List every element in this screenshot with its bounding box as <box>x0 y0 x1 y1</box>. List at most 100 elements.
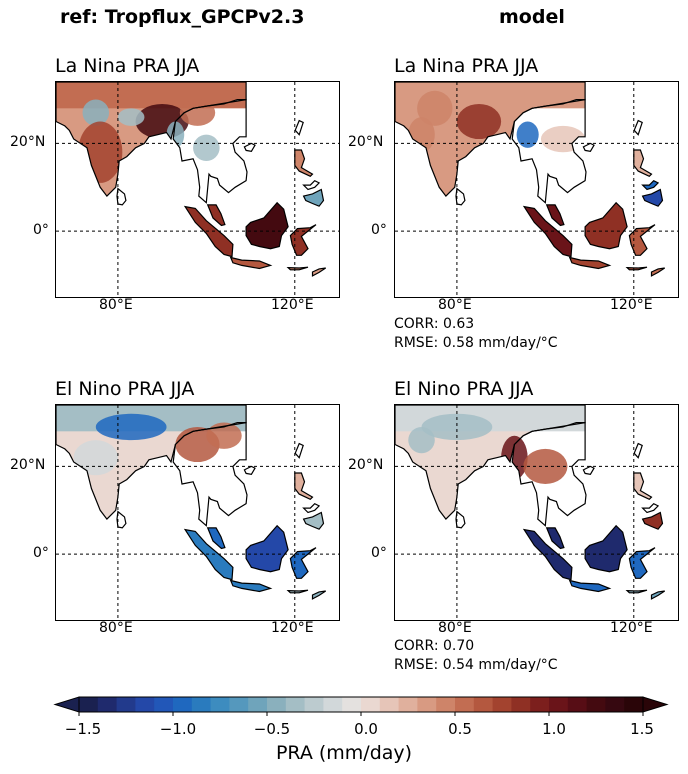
coastline <box>206 204 226 227</box>
coastline <box>183 205 234 258</box>
pra-anomaly-patch <box>585 202 628 249</box>
coastline <box>302 179 321 191</box>
pra-anomaly-patch <box>421 413 493 441</box>
pra-anomaly-patch <box>294 473 313 500</box>
map-field <box>56 405 339 620</box>
lat-tick-0: 0° <box>371 545 387 561</box>
pra-anomaly-patch <box>642 189 663 207</box>
coastline <box>243 465 256 475</box>
corr-la-nina: CORR: 0.63 <box>394 316 475 332</box>
panel-title-model-la-nina: La Nina PRA JJA <box>394 55 539 77</box>
map-field <box>395 82 678 297</box>
colorbar-tick: 0.0 <box>354 720 378 738</box>
colorbar-segment <box>398 697 418 712</box>
model-column-header: model <box>499 6 565 28</box>
pra-anomaly-patch <box>633 150 652 177</box>
map-model-el-nino <box>394 404 679 621</box>
coastline <box>206 527 226 550</box>
pra-anomaly-patch <box>303 189 324 207</box>
colorbar-segment <box>285 697 306 712</box>
colorbar-segment <box>154 697 174 712</box>
coastline <box>286 266 309 271</box>
coastline <box>302 511 325 530</box>
coastline <box>511 98 587 204</box>
coastline <box>116 187 127 206</box>
coastline <box>302 502 321 514</box>
coastline <box>302 188 325 207</box>
colorbar-tick: −0.5 <box>253 720 291 738</box>
pra-anomaly-patch <box>642 512 663 530</box>
coastline <box>294 442 304 459</box>
coastline <box>650 590 666 600</box>
coastline <box>633 472 653 501</box>
coastline <box>568 579 612 593</box>
colorbar-segment <box>624 697 644 712</box>
coastline <box>294 149 314 178</box>
coastline <box>311 267 327 277</box>
coastline <box>455 187 466 206</box>
coastline <box>511 421 587 527</box>
lon-tick-120e: 120°E <box>610 297 653 313</box>
colorbar-segment <box>586 697 606 712</box>
map-ref-la-nina <box>55 81 340 298</box>
coastline <box>584 524 628 573</box>
colorbar-segment <box>79 697 99 712</box>
colorbar-segment <box>116 697 136 712</box>
coastline <box>545 204 565 227</box>
colorbar-segment <box>229 697 249 712</box>
pra-anomaly-patch <box>516 121 539 148</box>
colorbar-segment <box>567 697 588 712</box>
coastline <box>625 266 648 271</box>
lon-tick-120e: 120°E <box>610 620 653 636</box>
coastline <box>395 82 586 198</box>
reference-column-header: ref: Tropflux_GPCPv2.3 <box>60 6 305 28</box>
coastline <box>650 267 666 277</box>
colorbar-segment <box>210 697 230 712</box>
coastline <box>56 82 247 198</box>
pra-anomaly-patch <box>546 204 564 226</box>
colorbar-segment <box>436 697 456 712</box>
colorbar-tick: −1.0 <box>159 720 197 738</box>
lat-tick-20n: 20°N <box>348 457 384 473</box>
pra-anomaly-patch <box>207 527 225 549</box>
colorbar-segment <box>248 697 268 712</box>
rmse-el-nino: RMSE: 0.54 mm/day/°C <box>394 657 558 673</box>
lat-tick-0: 0° <box>33 222 49 238</box>
colorbar-segment <box>379 697 400 712</box>
pra-anomaly-patch <box>585 525 628 572</box>
colorbar-extend-low <box>53 696 80 713</box>
lat-tick-0: 0° <box>33 545 49 561</box>
pra-anomaly-patch <box>95 413 167 441</box>
colorbar-segment <box>492 697 512 712</box>
coastline <box>395 405 586 521</box>
coastline <box>286 589 309 594</box>
coastline <box>229 256 273 270</box>
colorbar-segment <box>455 697 475 712</box>
pra-anomaly-patch <box>408 426 435 454</box>
lat-tick-0: 0° <box>371 222 387 238</box>
coastline <box>522 528 573 581</box>
colorbar-segment <box>473 697 494 712</box>
map-field <box>56 82 339 297</box>
lat-tick-20n: 20°N <box>10 457 46 473</box>
colorbar-tick: 1.5 <box>630 720 654 738</box>
map-field <box>395 405 678 620</box>
coastline <box>625 589 648 594</box>
colorbar-segment <box>511 697 531 712</box>
colorbar-segment <box>605 697 625 712</box>
lon-tick-120e: 120°E <box>271 620 314 636</box>
colorbar-segment <box>530 697 550 712</box>
coastline <box>455 510 466 529</box>
coastline <box>289 547 317 579</box>
coastline <box>545 527 565 550</box>
coastline <box>294 119 304 136</box>
pra-anomaly-patch <box>246 525 289 572</box>
coastline <box>183 528 234 581</box>
colorbar-tick: 1.0 <box>542 720 566 738</box>
coastline <box>522 205 573 258</box>
map-model-la-nina <box>394 81 679 298</box>
coastline <box>628 224 656 256</box>
lon-tick-120e: 120°E <box>271 297 314 313</box>
corr-el-nino: CORR: 0.70 <box>394 638 475 654</box>
colorbar-segment <box>342 697 362 712</box>
